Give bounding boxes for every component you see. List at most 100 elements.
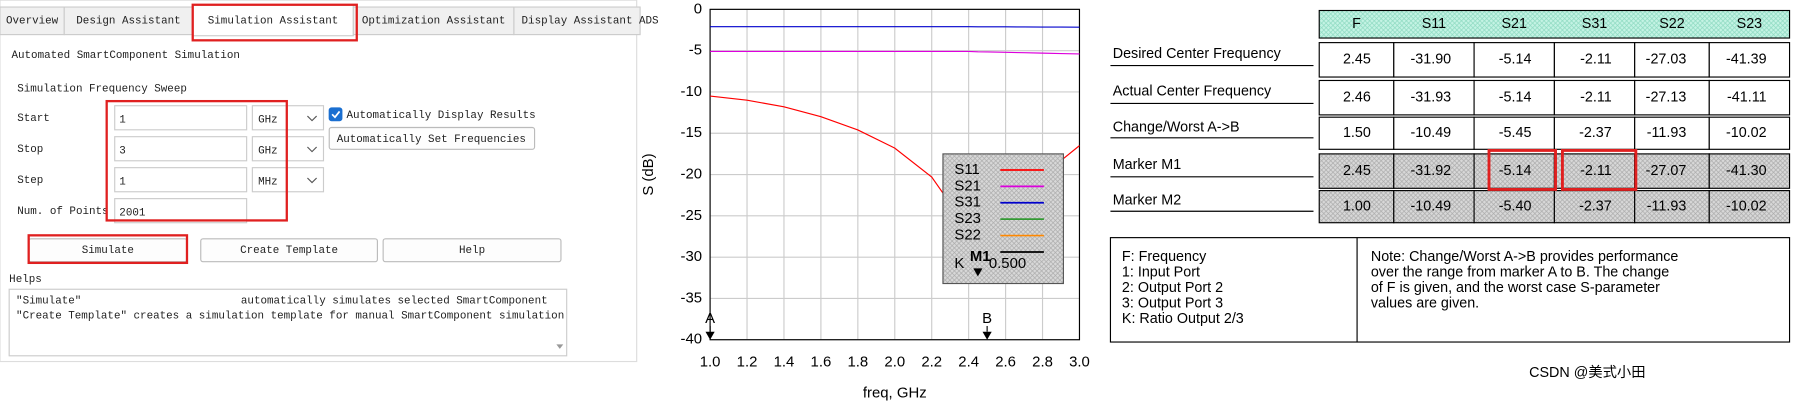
marker-label: B xyxy=(982,311,992,327)
dropdown[interactable] xyxy=(251,136,325,162)
highlight xyxy=(105,99,288,222)
y-axis-label: S (dB) xyxy=(641,153,657,195)
table-cell xyxy=(1473,42,1555,78)
table-cell xyxy=(1553,153,1636,189)
legend-label: S22 xyxy=(954,228,981,244)
table-cell xyxy=(1708,153,1791,189)
y-tick-label: -20 xyxy=(681,166,703,182)
x-tick-label: 1.4 xyxy=(774,355,795,371)
text-input[interactable] xyxy=(114,198,248,224)
cell-value: -5.14 xyxy=(1499,89,1532,105)
tab-label: Display Assistant xyxy=(522,16,633,28)
table-cell xyxy=(1473,79,1555,116)
table-cell xyxy=(1634,190,1710,224)
help-line: automatically simulates selected SmartCo… xyxy=(241,296,548,308)
unit: GHz xyxy=(258,114,278,126)
cell-value: -2.11 xyxy=(1580,89,1612,105)
button-label: Help xyxy=(459,245,485,257)
table-cell xyxy=(1634,116,1710,150)
cell-value: -41.39 xyxy=(1726,52,1767,68)
y-tick-label: -5 xyxy=(689,43,702,59)
sweep-title: Simulation Frequency Sweep xyxy=(17,83,187,95)
x-tick-label: 2.8 xyxy=(1032,355,1053,371)
scroll-arrow xyxy=(556,344,564,349)
column-header: S23 xyxy=(1737,16,1763,32)
watermark: CSDN @美式小田 xyxy=(1529,364,1645,381)
row-label: Marker M2 xyxy=(1113,193,1181,209)
note-line: over the range from marker A to B. The c… xyxy=(1371,264,1669,280)
column-header: S31 xyxy=(1582,16,1608,32)
table-cell xyxy=(1553,79,1636,116)
cell-value: 2.46 xyxy=(1343,89,1371,105)
table-cell xyxy=(1553,116,1636,150)
column-header: S21 xyxy=(1501,16,1527,32)
button[interactable] xyxy=(200,238,378,263)
y-tick-label: -25 xyxy=(681,208,703,224)
y-tick-label: -10 xyxy=(681,84,703,100)
note-line: values are given. xyxy=(1371,295,1479,311)
key-line: 3: Output Port 3 xyxy=(1122,295,1223,311)
marker xyxy=(982,331,992,340)
table-cell xyxy=(1553,42,1636,78)
cell-value: -31.92 xyxy=(1411,163,1452,179)
x-tick-label: 2.0 xyxy=(884,355,905,371)
cell-value: -31.93 xyxy=(1411,89,1452,105)
legend-label: S23 xyxy=(954,211,981,227)
x-tick-label: 2.6 xyxy=(995,355,1016,371)
unit: MHz xyxy=(258,176,278,188)
text-input[interactable] xyxy=(114,167,248,193)
dropdown[interactable] xyxy=(251,167,325,193)
dropdown[interactable] xyxy=(251,105,325,131)
y-tick-label: -15 xyxy=(681,125,703,141)
row-label: Desired Center Frequency xyxy=(1113,46,1282,62)
m1-marker xyxy=(973,268,983,277)
k-label: K xyxy=(954,256,964,272)
tab[interactable] xyxy=(513,6,641,36)
table-cell xyxy=(1393,190,1475,224)
field-value: 1 xyxy=(119,114,126,126)
button[interactable] xyxy=(382,238,562,263)
series-line xyxy=(710,50,1080,55)
table-cell xyxy=(1318,79,1395,116)
y-tick-label: 0 xyxy=(694,1,702,17)
checkbox-label: Automatically Display Results xyxy=(346,110,535,122)
tab[interactable] xyxy=(192,4,354,37)
key-line: 1: Input Port xyxy=(1122,264,1200,280)
chevron xyxy=(307,177,318,184)
button-label: Simulate xyxy=(82,245,134,257)
x-tick-label: 2.4 xyxy=(958,355,979,371)
panel-title: Automated SmartComponent Simulation xyxy=(11,50,239,62)
text-input[interactable] xyxy=(114,105,248,131)
text-input[interactable] xyxy=(114,136,248,162)
table-cell xyxy=(1708,79,1791,116)
header-row xyxy=(1318,9,1791,39)
x-tick-label: 3.0 xyxy=(1069,355,1090,371)
cell-value: -41.30 xyxy=(1726,163,1767,179)
table-cell xyxy=(1318,42,1395,78)
key-line: K: Ratio Output 2/3 xyxy=(1122,311,1244,327)
chevron xyxy=(307,115,318,122)
table-cell xyxy=(1393,153,1475,189)
tab-label: Simulation Assistant xyxy=(208,16,339,28)
button-label: Create Template xyxy=(240,245,338,257)
checkbox[interactable] xyxy=(328,107,343,122)
x-tick-label: 2.2 xyxy=(921,355,942,371)
column-header: F xyxy=(1352,16,1361,32)
field-value: 2001 xyxy=(119,207,145,219)
tab[interactable] xyxy=(63,6,194,36)
cell-value: -10.02 xyxy=(1726,198,1767,214)
tab-label: Optimization Assistant xyxy=(362,16,506,28)
cell-value: -27.03 xyxy=(1646,52,1687,68)
y-tick-label: -30 xyxy=(681,249,703,265)
tab-label: Overview xyxy=(6,16,59,28)
field-label: Start xyxy=(17,113,50,125)
tab[interactable] xyxy=(0,6,65,36)
button[interactable] xyxy=(328,126,536,150)
highlight xyxy=(191,3,358,42)
table-cell xyxy=(1473,116,1555,150)
row-label: Marker M1 xyxy=(1113,157,1181,173)
cell-value: -2.37 xyxy=(1579,125,1612,141)
table-cell xyxy=(1708,190,1791,224)
